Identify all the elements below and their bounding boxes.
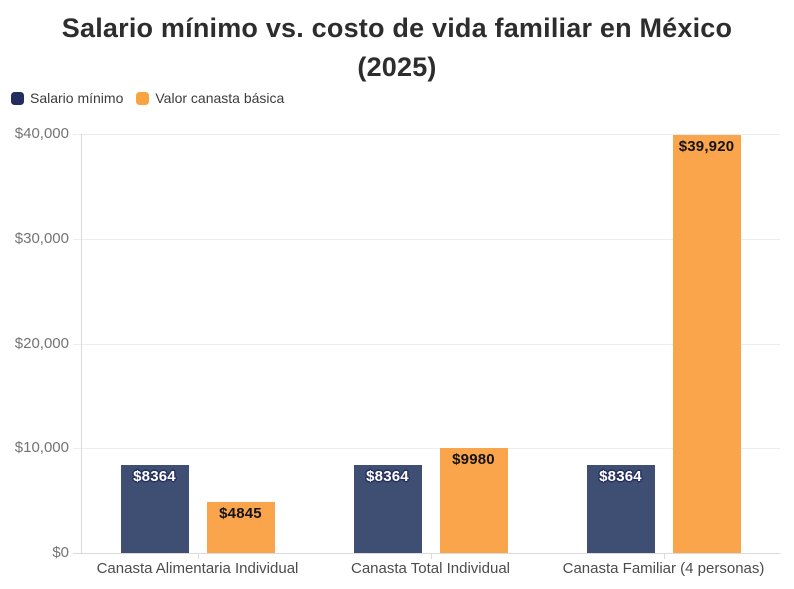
bar-value-label: $8364: [599, 468, 642, 486]
gridline: [73, 238, 780, 240]
gridline: [73, 448, 780, 450]
bar-valor-canasta-basica: [439, 448, 508, 553]
y-axis-tick-label: $0: [52, 544, 69, 561]
chart-title-line2: (2025): [357, 52, 437, 82]
bar-value-label: $8364: [366, 468, 409, 486]
x-axis-line: [73, 553, 780, 554]
legend-marker-icon: [11, 91, 24, 105]
bar-value-label: $8364: [133, 468, 176, 486]
bar-valor-canasta-basica: [672, 134, 741, 553]
x-axis-tick: [663, 553, 665, 559]
bar-value-label: $39,920: [678, 137, 735, 155]
legend: Salario mínimo Valor canasta básica: [11, 90, 284, 106]
x-axis-tick: [430, 553, 432, 559]
x-axis-category-label: Canasta Familiar (4 personas): [562, 560, 765, 577]
legend-item-1: Salario mínimo: [11, 90, 123, 106]
y-axis-line: [81, 134, 82, 553]
bar-valor-canasta-basica: [206, 502, 275, 553]
x-axis-tick: [197, 553, 199, 559]
chart-title: Salario mínimo vs. costo de vida familia…: [0, 9, 794, 87]
bar-salario-minimo: [353, 465, 422, 553]
x-axis-category-label: Canasta Total Individual: [351, 560, 510, 577]
bar-value-label: $9980: [452, 451, 495, 469]
chart-title-line1: Salario mínimo vs. costo de vida familia…: [61, 13, 733, 43]
bar-salario-minimo: [586, 465, 655, 553]
bar-value-label: $4845: [219, 505, 262, 523]
bar-salario-minimo: [120, 465, 189, 553]
y-axis-tick-label: $10,000: [14, 439, 69, 457]
y-axis-tick-label: $30,000: [14, 229, 69, 247]
y-axis-tick-label: $40,000: [14, 125, 69, 142]
legend-label: Salario mínimo: [30, 90, 124, 106]
x-axis-category-label: Canasta Alimentaria Individual: [96, 560, 299, 577]
legend-item-2: Valor canasta básica: [136, 90, 284, 106]
gridline: [73, 343, 780, 345]
y-axis-tick-label: $20,000: [14, 334, 69, 352]
legend-marker-icon: [136, 91, 150, 105]
gridline: [73, 134, 780, 135]
legend-label: Valor canasta básica: [155, 90, 285, 106]
